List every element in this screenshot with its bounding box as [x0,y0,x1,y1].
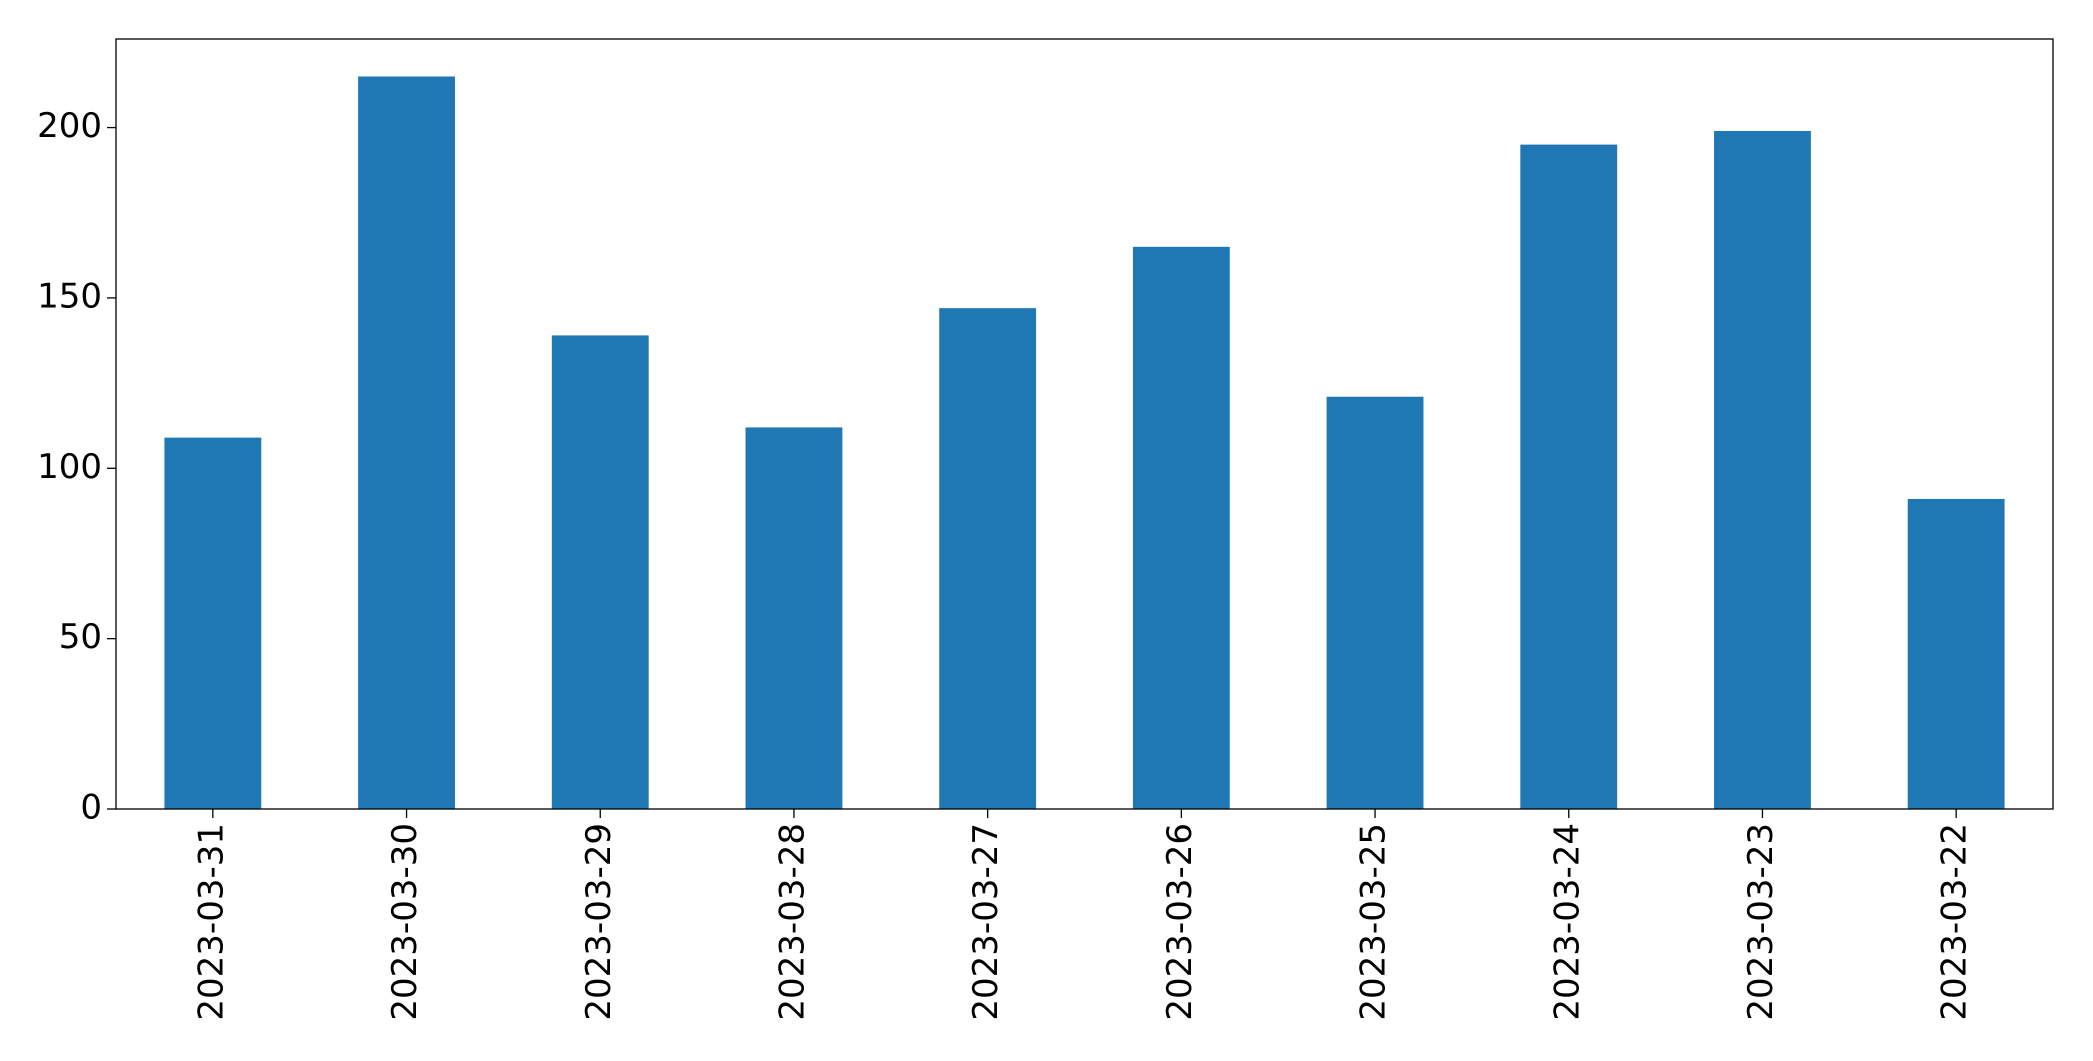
bar [1132,246,1230,810]
bar [1326,396,1424,809]
bar [164,437,262,809]
x-tick-label: 2023-03-27 [966,823,1006,1021]
bar [1714,130,1811,809]
x-tick-label: 2023-03-30 [385,823,425,1021]
x-tick-label: 2023-03-25 [1354,823,1394,1021]
x-tick-label: 2023-03-22 [1935,823,1975,1021]
y-tick-label: 0 [80,788,102,828]
y-tick-label: 100 [37,447,102,487]
y-tick-label: 150 [37,276,102,316]
bar [745,427,843,809]
bar [939,308,1037,809]
x-tick-label: 2023-03-31 [191,823,231,1021]
x-tick-label: 2023-03-23 [1741,823,1781,1021]
bar [1907,498,2005,809]
x-tick-label: 2023-03-28 [772,823,812,1021]
y-tick-label: 50 [59,617,102,657]
bar [1520,144,1618,809]
bar [551,335,649,809]
bar [358,76,455,809]
x-tick-label: 2023-03-24 [1547,823,1587,1021]
x-tick-label: 2023-03-26 [1160,823,1200,1021]
x-tick-label: 2023-03-29 [579,823,619,1021]
plot-frame [115,38,2054,810]
y-tick-label: 200 [37,106,102,146]
